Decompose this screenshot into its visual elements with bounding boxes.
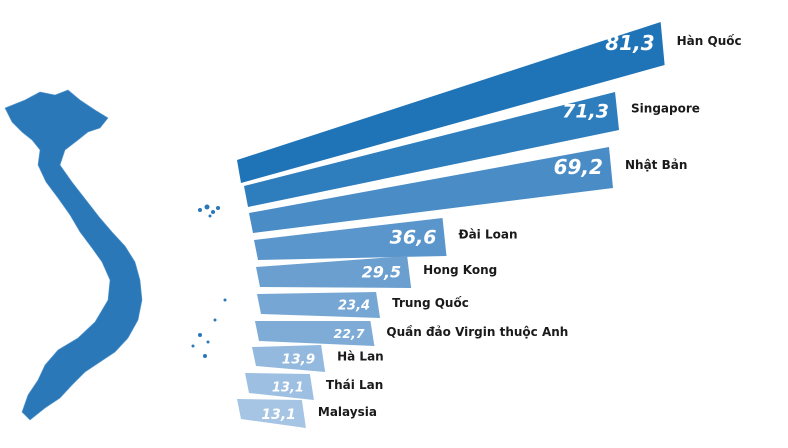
category-label: Trung Quốc [392, 296, 469, 310]
bar [252, 345, 326, 372]
bar [249, 147, 613, 233]
islands [191, 204, 227, 358]
bar [254, 218, 447, 260]
bar [237, 399, 306, 428]
bar [244, 92, 620, 207]
value-label: 69,2 [554, 155, 603, 179]
category-label: Singapore [631, 102, 700, 116]
bar [256, 256, 412, 288]
value-label: 13,9 [282, 352, 315, 368]
value-label: 36,6 [390, 227, 437, 249]
category-label: Đài Loan [459, 228, 518, 242]
bar [257, 292, 381, 318]
value-label: 23,4 [338, 299, 370, 314]
vietnam-map [4, 89, 143, 421]
category-label: Hà Lan [337, 350, 384, 364]
value-label: 71,3 [562, 101, 609, 123]
category-label: Hong Kong [423, 263, 497, 277]
value-label: 22,7 [334, 326, 365, 341]
category-label: Quần đảo Virgin thuộc Anh [386, 325, 568, 339]
value-label: 13,1 [272, 381, 304, 396]
category-label: Thái Lan [326, 378, 383, 392]
category-label: Nhật Bản [625, 158, 687, 172]
category-label: Hàn Quốc [677, 34, 742, 48]
value-label: 81,3 [605, 31, 654, 55]
category-label: Malaysia [318, 405, 377, 419]
bar [245, 373, 314, 400]
bar [255, 321, 375, 346]
bar [237, 22, 665, 183]
value-label: 13,1 [261, 407, 296, 423]
value-label: 29,5 [362, 263, 401, 282]
